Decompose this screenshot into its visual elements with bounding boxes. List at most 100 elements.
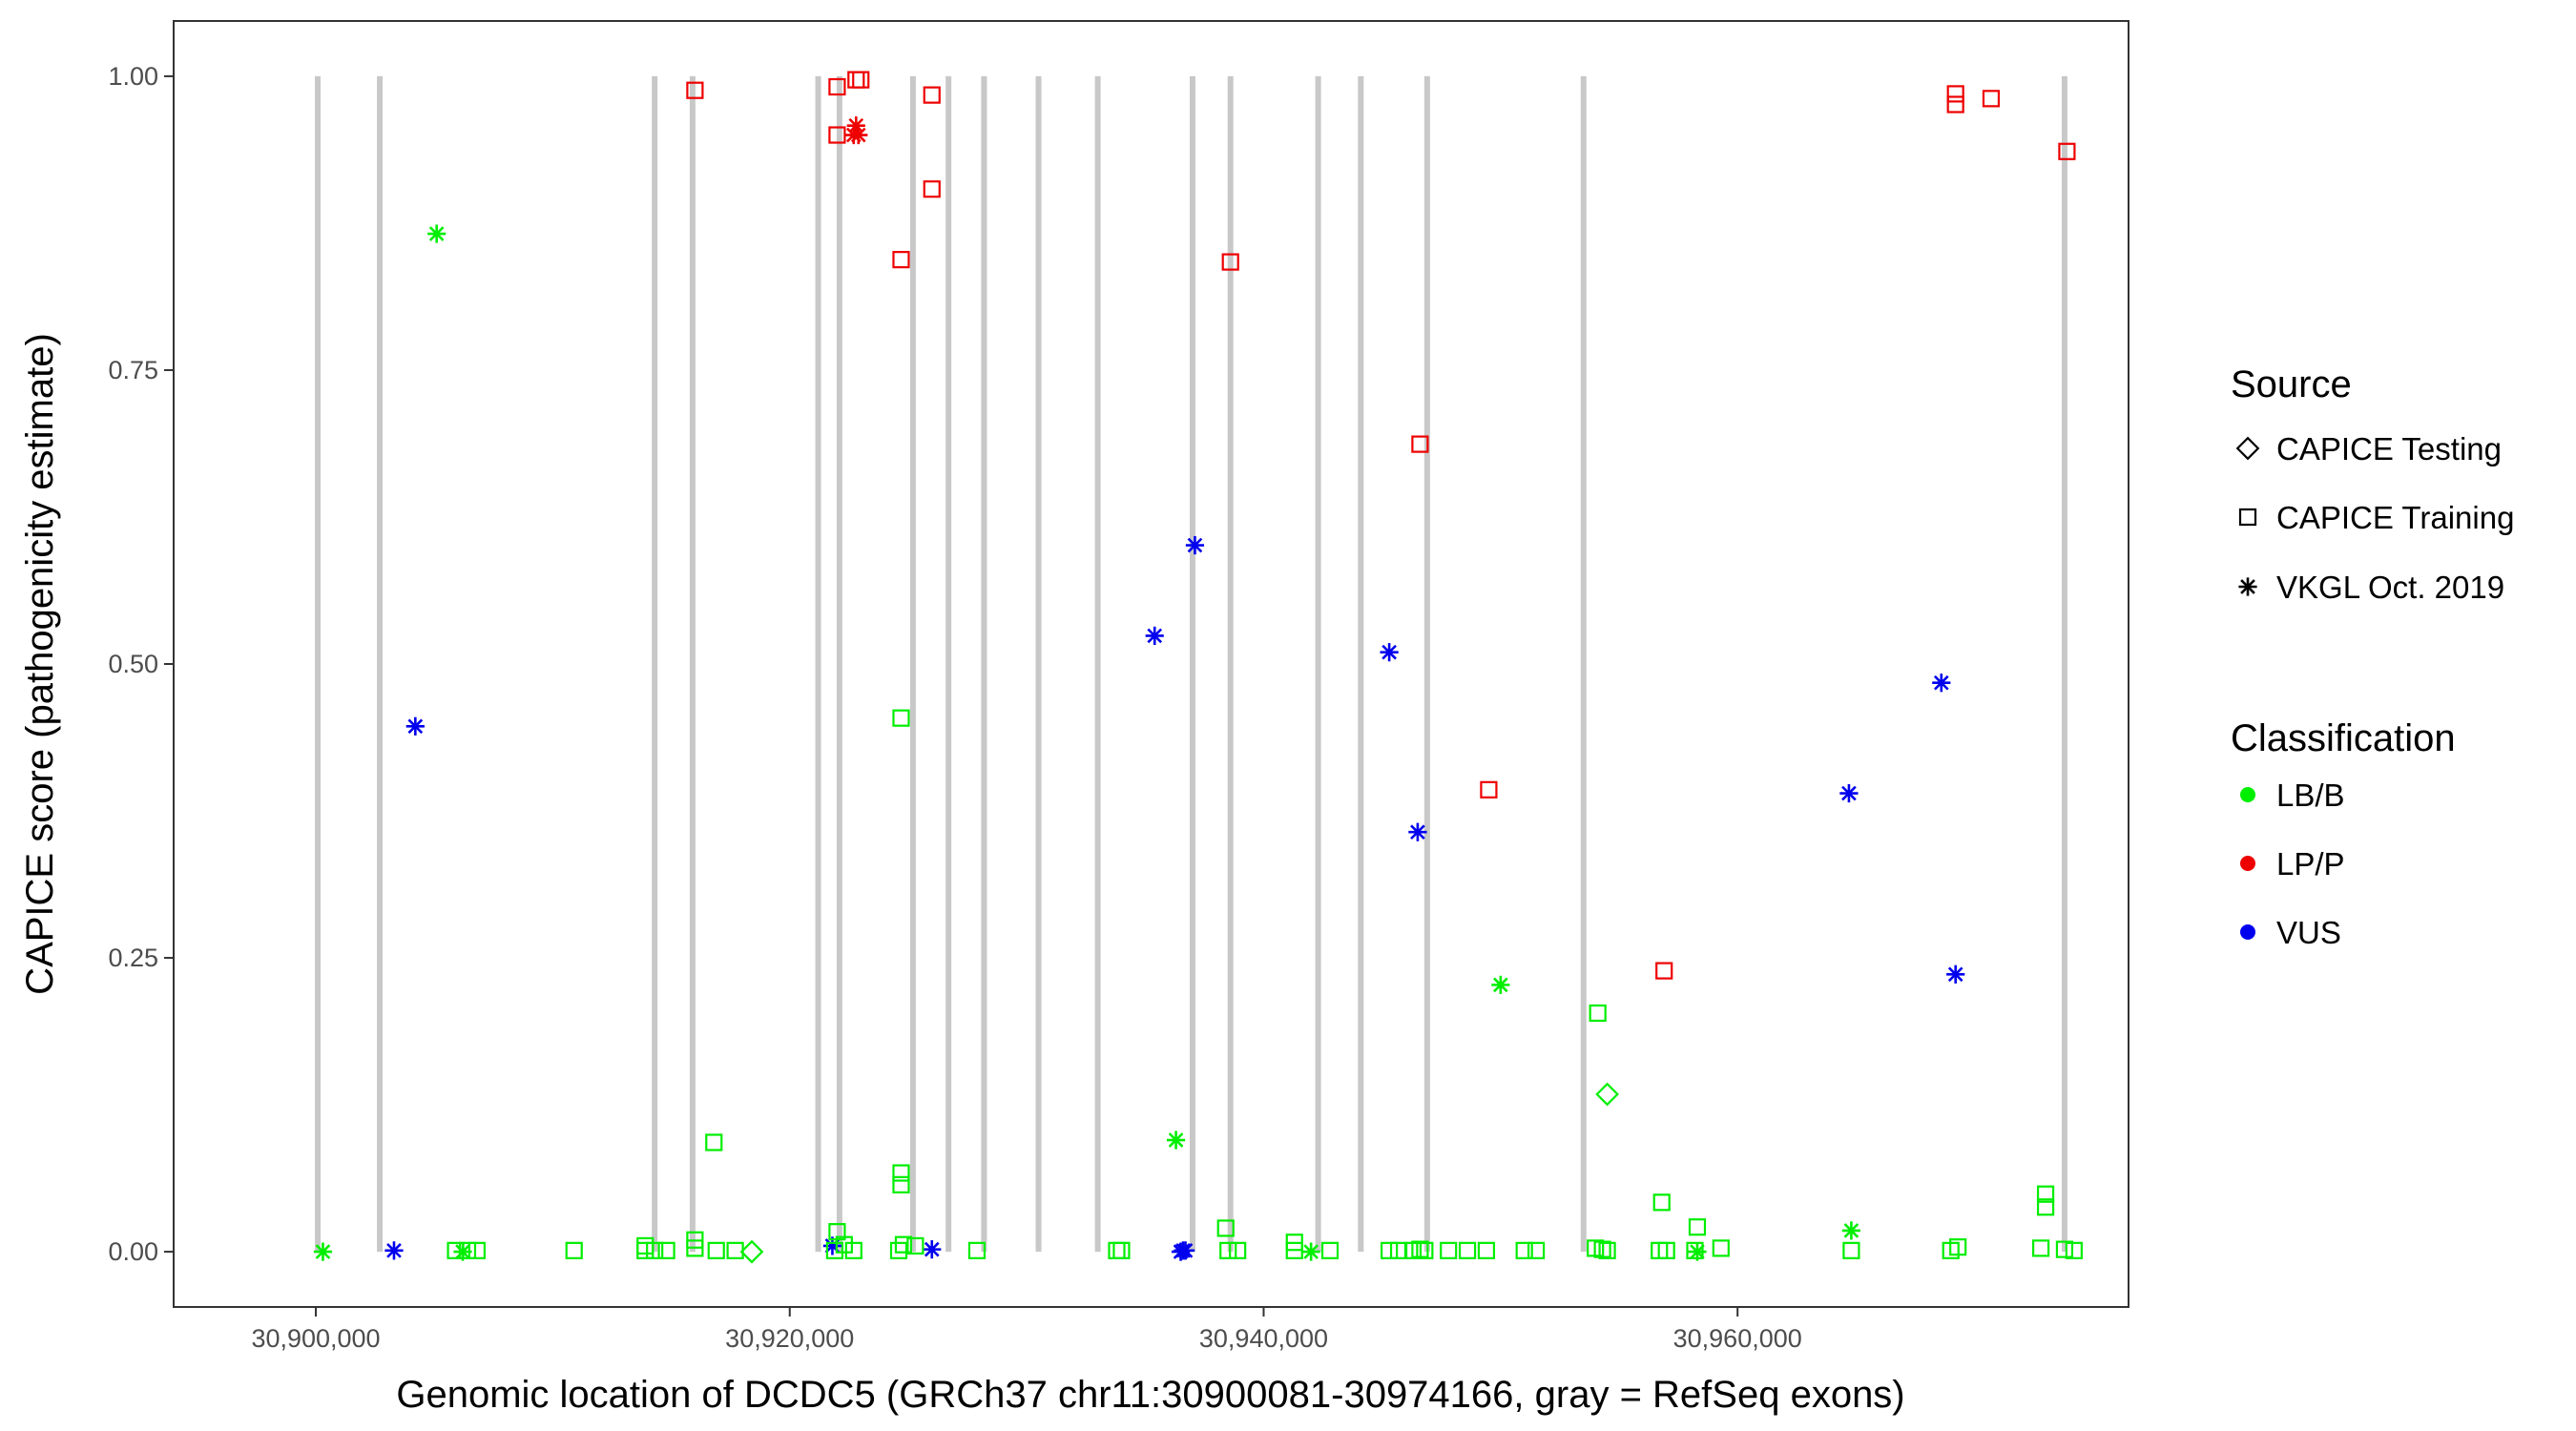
legend-class-key-2	[2240, 924, 2255, 940]
exon-lines	[315, 75, 2067, 1253]
data-point-91	[1593, 1240, 1611, 1258]
data-point-31	[1932, 674, 1951, 693]
legend-source-label-0: CAPICE Testing	[2276, 431, 2502, 467]
data-point-24	[1185, 535, 1205, 555]
data-point-66	[646, 1241, 664, 1259]
data-point-63	[467, 1241, 487, 1259]
data-point-15	[2058, 142, 2076, 160]
data-point-53	[2036, 1198, 2055, 1216]
x-axis-title: Genomic location of DCDC5 (GRCh37 chr11:…	[396, 1374, 1904, 1416]
data-point-19	[405, 716, 425, 736]
data-point-43	[705, 1133, 723, 1151]
data-point-77	[1229, 1241, 1247, 1259]
data-point-79	[1320, 1241, 1340, 1259]
data-point-29	[1408, 822, 1427, 841]
data-point-9	[1411, 435, 1429, 453]
data-point-22	[923, 1240, 942, 1259]
data-point-51	[1688, 1218, 1707, 1236]
data-point-102	[2065, 1241, 2083, 1259]
data-point-71	[844, 1241, 862, 1259]
data-point-38	[1301, 1242, 1320, 1261]
legend-source-key-2	[2238, 577, 2257, 596]
data-point-28	[1380, 643, 1399, 662]
data-point-14	[1982, 90, 2001, 108]
data-points	[313, 71, 2083, 1264]
legend-source-key-1	[2238, 508, 2257, 527]
data-point-85	[1440, 1241, 1458, 1259]
data-point-84	[1416, 1241, 1434, 1259]
data-point-35	[1166, 1130, 1186, 1150]
data-point-1	[828, 77, 846, 96]
data-point-49	[1589, 1004, 1607, 1023]
legend-source-title: Source	[2231, 363, 2352, 405]
x-tick-label-2: 30,940,000	[1199, 1324, 1328, 1353]
data-point-34	[313, 1242, 333, 1261]
x-tick-label-1: 30,920,000	[725, 1324, 854, 1353]
data-point-3	[852, 71, 870, 89]
data-point-83	[1411, 1240, 1429, 1258]
y-axis-title: CAPICE score (pathogenicity estimate)	[19, 333, 61, 995]
data-point-30	[1839, 783, 1859, 803]
y-tick-label-1: 0.25	[108, 944, 158, 972]
data-point-101	[2055, 1240, 2074, 1258]
data-point-56	[686, 1239, 704, 1257]
data-point-33	[427, 224, 447, 243]
data-point-61	[447, 1241, 465, 1259]
legend-class-label-0: LB/B	[2276, 778, 2345, 813]
data-point-41	[1595, 1082, 1619, 1107]
data-point-4	[923, 86, 941, 104]
data-point-96	[1712, 1239, 1730, 1257]
data-point-36	[1491, 975, 1510, 994]
data-point-7	[892, 251, 910, 269]
y-tick-label-2: 0.50	[108, 650, 158, 678]
y-tick-label-0: 0.00	[108, 1237, 158, 1266]
data-point-97	[1842, 1241, 1860, 1259]
data-point-99	[1949, 1238, 1967, 1256]
y-tick-label-4: 1.00	[108, 62, 158, 91]
data-point-62	[458, 1241, 477, 1259]
data-point-42	[739, 1239, 764, 1264]
data-point-67	[657, 1241, 675, 1259]
data-point-52	[2036, 1185, 2055, 1203]
data-point-88	[1515, 1241, 1533, 1259]
data-point-32	[1946, 964, 1965, 984]
data-point-58	[894, 1235, 913, 1254]
data-point-23	[1145, 626, 1164, 646]
data-point-89	[1527, 1241, 1546, 1259]
data-point-86	[1458, 1241, 1477, 1259]
data-point-8	[1221, 253, 1239, 271]
data-point-20	[384, 1241, 404, 1260]
data-point-37	[1841, 1221, 1861, 1240]
data-point-94	[1657, 1241, 1675, 1259]
data-point-48	[1216, 1219, 1235, 1237]
data-point-44	[892, 709, 910, 727]
data-point-78	[1285, 1241, 1303, 1259]
data-point-73	[967, 1241, 987, 1259]
data-point-18	[849, 125, 868, 145]
data-point-72	[889, 1241, 908, 1259]
data-point-69	[726, 1241, 744, 1259]
data-point-27	[1175, 1241, 1195, 1260]
legend-source-key-0	[2235, 436, 2260, 461]
data-point-12	[1946, 85, 1964, 103]
data-point-13	[1946, 95, 1964, 114]
data-point-70	[825, 1241, 844, 1259]
data-point-46	[892, 1175, 910, 1193]
data-point-95	[1686, 1241, 1704, 1259]
data-point-76	[1219, 1241, 1237, 1259]
data-point-6	[923, 180, 941, 198]
data-point-68	[707, 1241, 725, 1259]
legend-class-key-0	[2240, 787, 2255, 802]
y-axis: 0.00 0.25 0.50 0.75 1.00	[108, 62, 174, 1266]
data-point-75	[1112, 1241, 1131, 1259]
x-tick-label-3: 30,960,000	[1673, 1324, 1802, 1353]
data-point-59	[906, 1236, 924, 1255]
data-point-87	[1477, 1241, 1496, 1259]
y-tick-label-3: 0.75	[108, 356, 158, 384]
legend-class-key-1	[2240, 856, 2255, 871]
data-point-65	[636, 1241, 654, 1259]
data-point-100	[2032, 1239, 2050, 1257]
data-point-10	[1480, 780, 1498, 798]
legend-source-label-1: CAPICE Training	[2276, 500, 2514, 535]
